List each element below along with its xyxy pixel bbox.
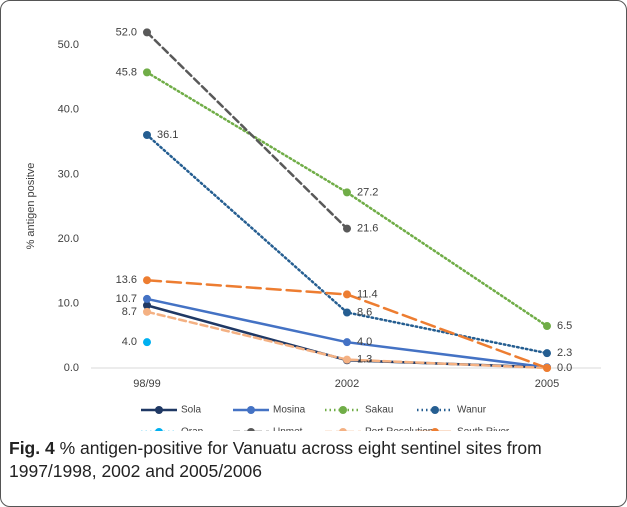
legend-marker <box>431 406 439 414</box>
legend-marker <box>155 428 163 436</box>
y-tick-label: 30.0 <box>58 168 79 180</box>
value-label: 0.0 <box>557 362 572 374</box>
y-tick-label: 40.0 <box>58 104 79 116</box>
x-tick-label: 98/99 <box>133 378 161 390</box>
point <box>143 28 151 37</box>
point <box>143 130 151 139</box>
y-tick-label: 50.0 <box>58 39 79 51</box>
value-label: 52.0 <box>116 26 137 38</box>
point <box>343 188 351 197</box>
legend-label: Sakau <box>365 405 393 416</box>
series-line <box>145 31 349 230</box>
point <box>343 290 351 299</box>
value-label: 45.8 <box>116 66 137 78</box>
legend-label: Wanur <box>457 405 487 416</box>
point <box>343 338 351 347</box>
point <box>543 364 551 372</box>
value-label: 4.0 <box>122 336 137 348</box>
point <box>143 276 151 285</box>
value-label: 4.0 <box>357 336 372 348</box>
legend-label: Unmet <box>273 427 303 431</box>
y-axis-title: % antigen positve <box>25 163 37 250</box>
value-label: 13.6 <box>116 274 137 286</box>
value-label: 6.5 <box>557 320 572 332</box>
legend-marker <box>247 406 255 414</box>
legend-label: Mosina <box>273 405 306 416</box>
value-label: 21.6 <box>357 222 378 234</box>
legend-marker <box>339 428 347 436</box>
value-label: 10.7 <box>116 293 137 305</box>
point <box>143 68 151 77</box>
y-tick-label: 10.0 <box>58 297 79 309</box>
value-label: 11.4 <box>357 288 378 300</box>
value-label: 2.3 <box>557 347 572 359</box>
point <box>543 322 551 331</box>
point <box>343 308 351 317</box>
caption: Fig. 4 % antigen-positive for Vanuatu ac… <box>9 437 621 483</box>
legend-label: Orap <box>181 427 204 431</box>
caption-text: % antigen-positive for Vanuatu across ei… <box>9 438 542 481</box>
chart: % antigen positve 0.0 10.0 20.0 30.0 40.0 50.… <box>25 26 601 438</box>
point <box>343 355 351 364</box>
point <box>343 224 351 233</box>
point <box>143 338 151 347</box>
legend-marker <box>339 406 347 414</box>
point <box>543 349 551 358</box>
caption-label: Fig. 4 <box>9 438 55 458</box>
legend-label: South River <box>457 427 510 431</box>
point <box>143 307 151 316</box>
point <box>143 294 151 303</box>
legend-label: Sola <box>181 405 201 416</box>
value-label: 1.3 <box>357 354 372 366</box>
series-line <box>145 133 549 355</box>
y-tick-label: 20.0 <box>58 233 79 245</box>
series-line <box>145 71 549 328</box>
value-label: 27.2 <box>357 186 378 198</box>
legend-marker <box>247 428 255 436</box>
legend-label: Port Resolution <box>365 427 433 431</box>
value-label: 36.1 <box>157 129 178 141</box>
value-label: 8.6 <box>357 306 372 318</box>
x-tick-label: 2002 <box>335 378 359 390</box>
value-label: 8.7 <box>122 306 137 318</box>
legend-marker <box>155 406 163 414</box>
y-tick-label: 0.0 <box>64 362 79 374</box>
point <box>143 301 151 310</box>
x-tick-label: 2005 <box>535 378 559 390</box>
